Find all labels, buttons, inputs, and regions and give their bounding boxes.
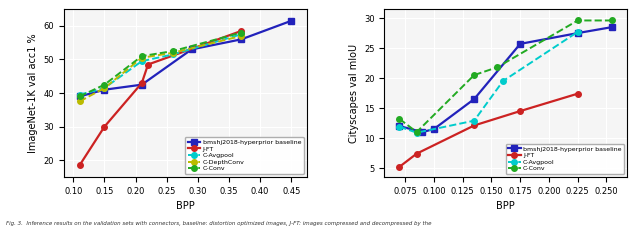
Line: C-Conv: C-Conv [397,18,615,135]
Line: C-Avgpool: C-Avgpool [77,32,244,98]
bmshj2018-hyperprior baseline [237,38,245,41]
J-FT [76,164,83,167]
Y-axis label: Cityscapes val mIoU: Cityscapes val mIoU [349,44,358,143]
Line: bmshj2018-hyperprior baseline: bmshj2018-hyperprior baseline [77,18,294,99]
bmshj2018-hyperprior baseline [574,32,582,35]
C-DepthConv [100,87,108,89]
C-Conv [169,50,177,52]
C-Avgpool [138,60,146,62]
C-Conv [76,95,83,98]
J-FT [138,82,146,84]
bmshj2018-hyperprior baseline [396,125,403,127]
C-Conv [413,131,420,133]
bmshj2018-hyperprior baseline [100,88,108,91]
bmshj2018-hyperprior baseline [430,128,438,131]
Y-axis label: ImageNet-1K val acc1 %: ImageNet-1K val acc1 % [28,33,38,153]
bmshj2018-hyperprior baseline [287,20,295,22]
C-Avgpool [76,93,83,96]
C-Avgpool [237,33,245,36]
bmshj2018-hyperprior baseline [516,42,524,45]
C-DepthConv [169,51,177,54]
Line: C-DepthConv: C-DepthConv [77,33,244,104]
C-Conv [237,31,245,34]
J-FT [470,124,478,127]
C-Avgpool [470,119,478,122]
C-Avgpool [574,30,582,33]
C-Conv [609,19,616,22]
J-FT [574,92,582,95]
Line: C-Avgpool: C-Avgpool [397,29,580,136]
bmshj2018-hyperprior baseline [76,95,83,98]
J-FT [396,165,403,168]
Legend: bmshj2018-hyperprior baseline, J-FT, C-Avgpool, C-Conv: bmshj2018-hyperprior baseline, J-FT, C-A… [506,144,624,174]
Text: Fig. 3.  Inference results on the validation sets with connectors, baseline: dis: Fig. 3. Inference results on the validat… [6,221,432,226]
C-Conv [493,66,501,69]
C-DepthConv [76,100,83,103]
C-Conv [470,74,478,76]
C-Conv [396,118,403,120]
C-Conv [100,83,108,86]
Line: bmshj2018-hyperprior baseline: bmshj2018-hyperprior baseline [397,24,615,135]
C-Conv [138,55,146,57]
C-DepthConv [237,35,245,37]
J-FT [237,30,245,32]
C-Avgpool [100,87,108,89]
C-Avgpool [396,125,403,128]
X-axis label: BPP: BPP [497,201,515,211]
Line: C-Conv: C-Conv [77,30,244,99]
Legend: bmshj2018-hyperprior baseline, J-FT, C-Avgpool, C-DepthConv, C-Conv: bmshj2018-hyperprior baseline, J-FT, C-A… [185,137,303,174]
J-FT [144,63,152,66]
bmshj2018-hyperprior baseline [138,83,146,86]
bmshj2018-hyperprior baseline [188,48,195,51]
C-Avgpool [413,131,420,134]
J-FT [100,125,108,128]
C-Avgpool [169,53,177,56]
X-axis label: BPP: BPP [176,201,195,211]
bmshj2018-hyperprior baseline [609,26,616,28]
C-DepthConv [138,57,146,59]
C-Conv [574,19,582,22]
J-FT [516,110,524,112]
Line: J-FT: J-FT [397,91,580,170]
bmshj2018-hyperprior baseline [470,98,478,100]
C-Avgpool [499,80,507,82]
J-FT [413,152,420,155]
bmshj2018-hyperprior baseline [419,131,426,133]
Line: J-FT: J-FT [77,28,244,168]
